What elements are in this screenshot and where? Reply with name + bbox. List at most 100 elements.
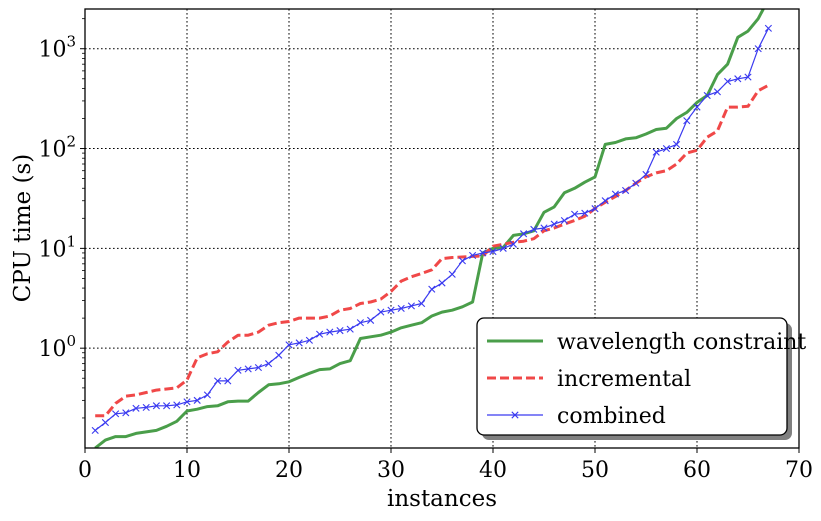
data-point — [173, 401, 181, 409]
data-point — [91, 426, 99, 435]
data-point — [652, 148, 660, 156]
legend-label: wavelength constraint — [557, 330, 806, 355]
x-tick-label: 30 — [377, 458, 405, 483]
x-axis-label: instances — [387, 486, 497, 512]
data-point — [203, 391, 211, 399]
y-tick-base: 10 — [38, 138, 66, 163]
data-point — [540, 224, 548, 232]
data-point — [407, 302, 415, 310]
data-point — [693, 103, 701, 111]
data-point — [265, 360, 273, 368]
data-point — [356, 319, 364, 327]
data-point — [316, 330, 324, 338]
data-point — [560, 216, 568, 225]
data-point — [703, 91, 711, 100]
data-point — [295, 339, 303, 347]
legend-label: incremental — [557, 367, 691, 392]
x-tick-label: 50 — [581, 458, 609, 483]
data-point — [418, 299, 426, 308]
data-point — [122, 409, 130, 417]
series-line-incremental — [95, 83, 770, 418]
data-point — [142, 403, 150, 412]
data-point — [458, 257, 466, 265]
x-axis: 0 10 20 30 40 50 60 70 — [78, 448, 813, 483]
series-layer — [91, 9, 772, 448]
data-point — [346, 325, 354, 333]
legend-item: wavelength constraint — [487, 330, 806, 355]
data-point — [112, 410, 120, 418]
data-point — [132, 404, 140, 412]
data-point — [509, 240, 517, 248]
y-tick-exponent: 0 — [66, 332, 76, 350]
legend-item: combined — [487, 404, 666, 429]
data-point — [611, 190, 619, 198]
y-tick-base: 10 — [38, 337, 66, 362]
data-point — [367, 316, 375, 324]
data-point — [744, 73, 752, 81]
series-line-wavelength-constraint — [94, 9, 765, 448]
x-tick-label: 0 — [78, 458, 92, 483]
data-point — [387, 306, 395, 314]
data-point — [622, 186, 630, 195]
data-point — [336, 327, 344, 335]
legend-label: combined — [557, 404, 666, 429]
data-point — [581, 209, 589, 217]
legend: wavelength constraint incremental combined — [476, 317, 806, 440]
data-point — [601, 197, 609, 205]
data-point — [520, 230, 528, 238]
data-point — [550, 220, 558, 228]
data-point — [499, 244, 507, 252]
x-tick-label: 10 — [173, 458, 201, 483]
data-point — [428, 285, 436, 293]
data-point — [448, 270, 456, 278]
y-tick-exponent: 3 — [66, 33, 76, 51]
data-point — [571, 210, 579, 218]
data-point — [662, 144, 670, 153]
data-point — [591, 205, 599, 213]
grid-lines — [85, 9, 799, 448]
data-point — [632, 179, 640, 187]
data-point — [683, 117, 691, 125]
data-point — [214, 377, 222, 385]
data-point — [724, 77, 732, 86]
data-point — [764, 24, 772, 32]
data-point — [713, 88, 721, 96]
data-point — [377, 308, 385, 316]
y-tick-base: 10 — [38, 237, 66, 262]
data-point — [397, 304, 405, 313]
data-point — [530, 225, 538, 233]
data-point — [163, 402, 171, 410]
data-point — [254, 363, 262, 372]
x-tick-label: 20 — [275, 458, 303, 483]
data-point — [244, 365, 252, 373]
y-tick-exponent: 2 — [66, 133, 76, 151]
data-point — [224, 377, 232, 385]
data-point — [326, 328, 334, 336]
data-point — [193, 396, 201, 404]
legend-item: incremental — [487, 367, 691, 392]
x-tick-label: 60 — [683, 458, 711, 483]
data-point — [754, 45, 762, 53]
data-point — [642, 170, 650, 179]
data-point — [285, 341, 293, 349]
data-point — [305, 336, 313, 344]
data-point — [183, 398, 191, 406]
plot-area-frame — [84, 8, 800, 449]
data-point — [234, 366, 242, 374]
data-point — [275, 351, 283, 359]
data-point — [734, 75, 742, 83]
y-tick-exponent: 1 — [66, 232, 76, 250]
y-tick-label: 103 — [38, 33, 76, 63]
data-point — [438, 279, 446, 287]
data-point — [101, 418, 109, 427]
data-point — [489, 247, 497, 256]
y-tick-label: 100 — [38, 332, 76, 362]
y-tick-label: 101 — [38, 232, 76, 262]
data-point — [673, 140, 681, 148]
data-point — [479, 249, 487, 257]
y-tick-base: 10 — [38, 38, 66, 63]
x-tick-label: 70 — [785, 458, 813, 483]
